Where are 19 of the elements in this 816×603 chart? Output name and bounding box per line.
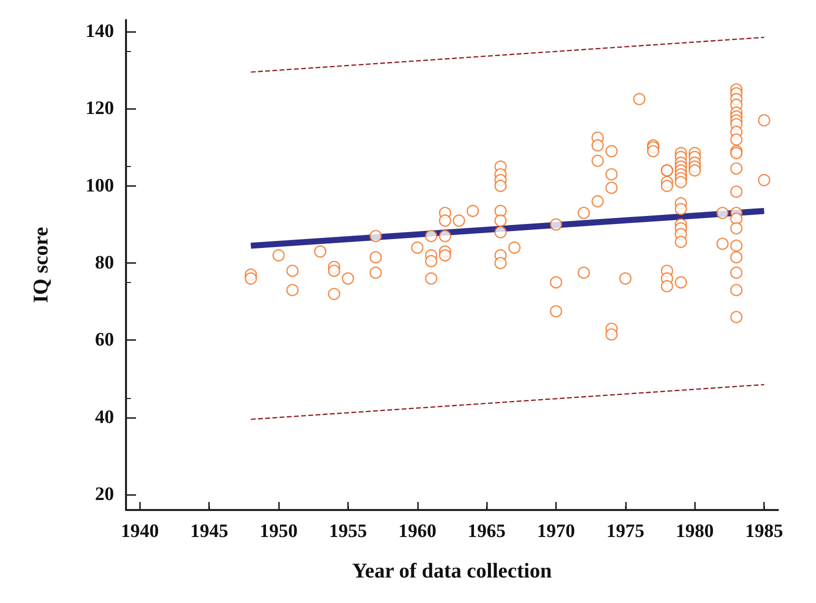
x-tick-label: 1940 xyxy=(120,521,159,542)
x-tick-label: 1955 xyxy=(328,521,367,542)
x-tick-label: 1970 xyxy=(537,521,576,542)
x-tick-label: 1965 xyxy=(468,521,506,542)
x-tick-label: 1980 xyxy=(676,521,714,542)
y-axis-title: IQ score xyxy=(28,226,52,304)
y-tick-label: 100 xyxy=(86,175,114,196)
y-tick-label: 40 xyxy=(95,406,114,428)
x-tick-label: 1975 xyxy=(606,521,644,542)
x-tick-label: 1985 xyxy=(745,521,784,542)
y-tick-label: 120 xyxy=(86,98,114,120)
y-tick-label: 20 xyxy=(95,484,114,506)
x-tick-label: 1950 xyxy=(260,521,298,542)
y-tick-label: 80 xyxy=(95,252,114,274)
y-tick-label: 60 xyxy=(95,330,114,351)
x-tick-label: 1945 xyxy=(190,521,228,542)
x-axis-title: Year of data collection xyxy=(352,558,552,582)
y-tick-label: 140 xyxy=(86,21,114,42)
x-tick-label: 1960 xyxy=(398,521,436,542)
